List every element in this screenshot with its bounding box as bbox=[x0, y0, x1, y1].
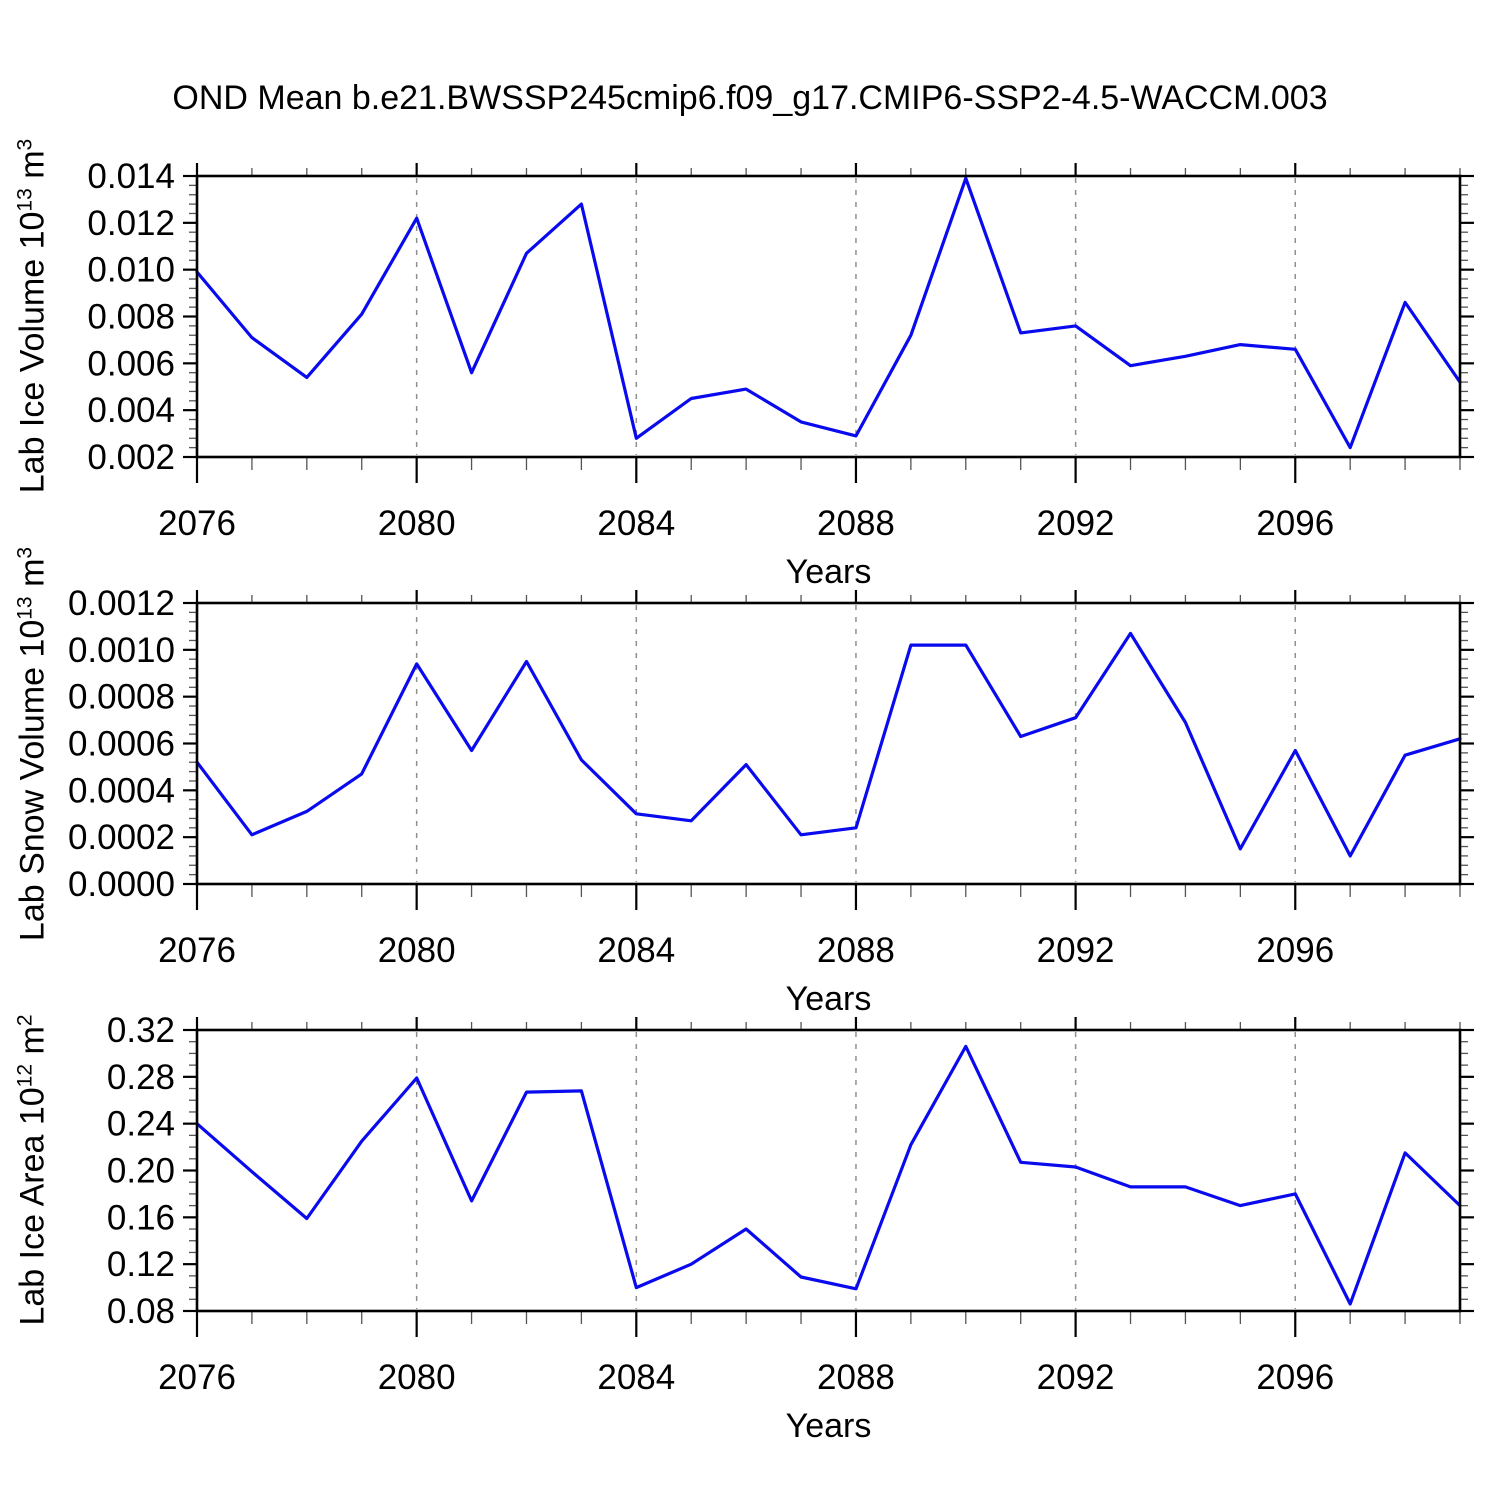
y-tick-label: 0.0004 bbox=[68, 771, 175, 810]
y-axis-title-text: Lab Ice Volume 10 bbox=[13, 211, 52, 494]
panel-1: 0.002 0.004 0.006 0.008 0.010 0.012 0.014 2076 2… bbox=[87, 157, 1474, 591]
data-line bbox=[195, 631, 1462, 858]
y-tick-label: 0.002 bbox=[87, 438, 175, 477]
y-tick-label: 0.010 bbox=[87, 251, 175, 290]
y-tick-label: 0.0012 bbox=[68, 584, 175, 623]
x-tick-label: 2092 bbox=[1037, 931, 1115, 970]
y-tick-label: 0.008 bbox=[87, 298, 175, 337]
plot-border bbox=[195, 1028, 1462, 1313]
data-line bbox=[195, 1044, 1462, 1306]
x-tick-label: 2080 bbox=[378, 1358, 456, 1397]
y-axis-title-exponent: 13 bbox=[13, 188, 37, 212]
y-axis-title-unit-exponent: 3 bbox=[13, 546, 37, 559]
x-axis-label: Years bbox=[786, 553, 872, 591]
x-tick-label: 2084 bbox=[597, 931, 675, 970]
y-tick-label: 0.014 bbox=[87, 157, 175, 196]
y-tick-label: 0.0000 bbox=[68, 865, 175, 904]
x-tick-label: 2092 bbox=[1037, 504, 1115, 543]
x-axis-label: Years bbox=[786, 1407, 872, 1445]
y-axis-title-unit: m bbox=[13, 150, 52, 189]
y-axis-title-unit-exponent: 3 bbox=[13, 138, 37, 151]
y-axis-title-unit: m bbox=[13, 1026, 52, 1064]
x-tick-label: 2084 bbox=[597, 1358, 675, 1397]
y-axis-title-unit-exponent: 2 bbox=[13, 1014, 37, 1027]
y-axis-title-ice-area: Lab Ice Area 1012 m2 bbox=[13, 1014, 52, 1325]
y-axis-title-unit: m bbox=[13, 558, 52, 597]
x-tick-label: 2080 bbox=[378, 504, 456, 543]
x-tick-label: 2096 bbox=[1256, 504, 1334, 543]
y-axis-title-ice-volume: Lab Ice Volume 1013 m3 bbox=[13, 139, 52, 493]
plot-border bbox=[195, 174, 1462, 459]
y-axis-title-text: Lab Ice Area 10 bbox=[13, 1087, 52, 1326]
y-tick-label: 0.08 bbox=[107, 1292, 175, 1331]
y-tick-label: 0.004 bbox=[87, 391, 175, 430]
x-axis-label: Years bbox=[786, 980, 872, 1018]
y-axis-title-text: Lab Snow Volume 10 bbox=[13, 619, 52, 942]
y-axis-title-snow-volume: Lab Snow Volume 1013 m3 bbox=[13, 547, 52, 941]
y-tick-label: 0.0010 bbox=[68, 631, 175, 670]
x-tick-label: 2076 bbox=[158, 1358, 236, 1397]
y-tick-label: 0.24 bbox=[107, 1105, 175, 1144]
x-tick-label: 2092 bbox=[1037, 1358, 1115, 1397]
y-tick-label: 0.16 bbox=[107, 1198, 175, 1237]
x-tick-label: 2088 bbox=[817, 1358, 895, 1397]
page-title: OND Mean b.e21.BWSSP245cmip6.f09_g17.CMI… bbox=[172, 79, 1328, 117]
panel-3: 0.08 0.12 0.16 0.20 0.24 0.28 0.32 2076 2080 2084… bbox=[107, 1011, 1474, 1445]
y-tick-label: 0.20 bbox=[107, 1152, 175, 1191]
y-tick-label: 0.0008 bbox=[68, 678, 175, 717]
y-tick-label: 0.32 bbox=[107, 1011, 175, 1050]
x-tick-label: 2076 bbox=[158, 504, 236, 543]
y-tick-label: 0.012 bbox=[87, 204, 175, 243]
y-tick-label: 0.006 bbox=[87, 344, 175, 383]
y-axis-title-exponent: 12 bbox=[13, 1063, 37, 1088]
data-line bbox=[195, 176, 1462, 450]
y-tick-label: 0.28 bbox=[107, 1058, 175, 1097]
x-tick-label: 2096 bbox=[1256, 1358, 1334, 1397]
x-tick-label: 2080 bbox=[378, 931, 456, 970]
x-tick-label: 2088 bbox=[817, 931, 895, 970]
plot-border bbox=[195, 601, 1462, 886]
y-axis-title-exponent: 13 bbox=[13, 596, 37, 620]
x-tick-label: 2096 bbox=[1256, 931, 1334, 970]
x-tick-label: 2084 bbox=[597, 504, 675, 543]
y-tick-label: 0.12 bbox=[107, 1245, 175, 1284]
y-tick-label: 0.0006 bbox=[68, 725, 175, 764]
x-tick-label: 2088 bbox=[817, 504, 895, 543]
x-tick-label: 2076 bbox=[158, 931, 236, 970]
panel-2: 0.0000 0.0002 0.0004 0.0006 0.0008 0.0010 0.00… bbox=[68, 584, 1474, 1018]
y-tick-label: 0.0002 bbox=[68, 818, 175, 857]
